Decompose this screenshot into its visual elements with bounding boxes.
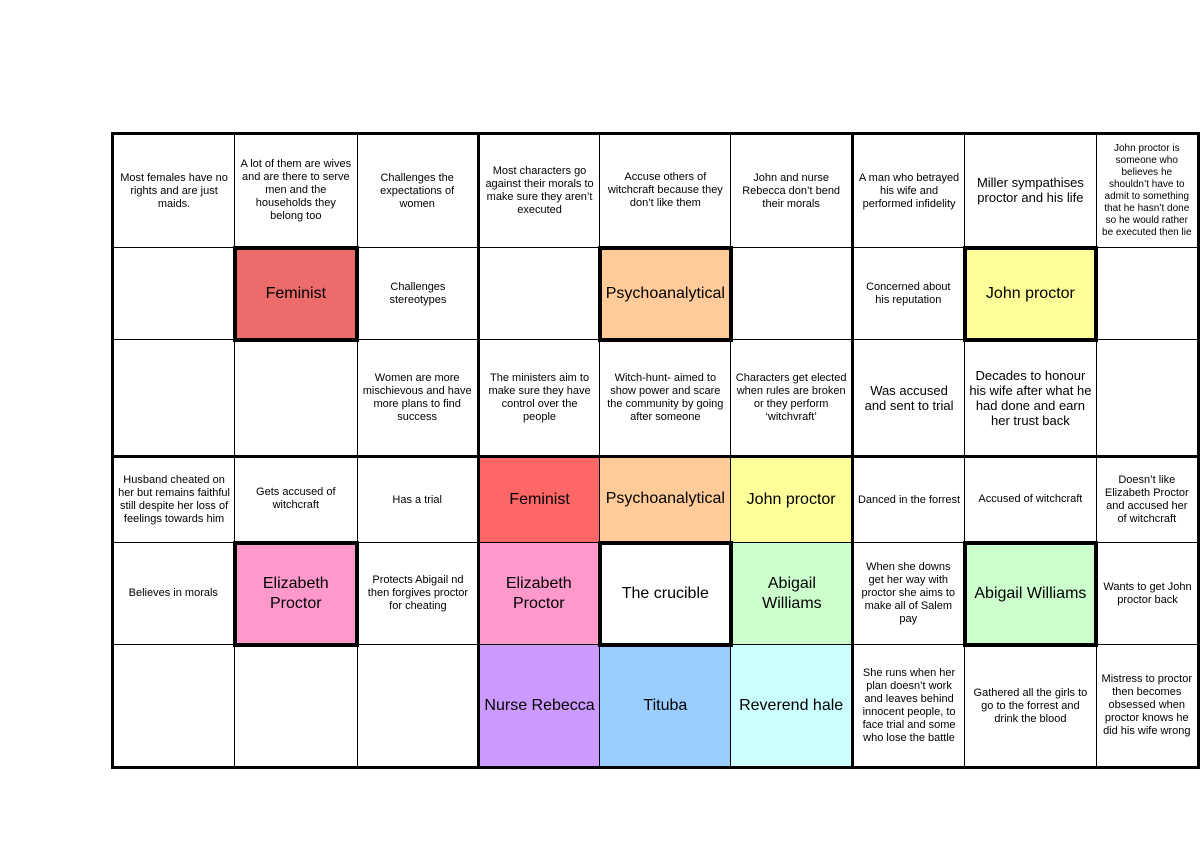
grid-cell: Husband cheated on her but remains faith… (110, 456, 236, 543)
grid-cell: Believes in morals (110, 542, 236, 645)
grid-cell: Wants to get John proctor back (1095, 542, 1200, 645)
center-hub-feminist: Feminist (477, 456, 601, 543)
grid-cell: Danced in the forrest (851, 456, 966, 543)
theme-heading-elizabeth-proctor: Elizabeth Proctor (232, 540, 360, 647)
grid-cell: Women are more mischievous and have more… (356, 339, 480, 458)
grid-cell: Doesn’t like Elizabeth Proctor and accus… (1095, 456, 1200, 543)
grid-cell: Accuse others of witchcraft because they… (599, 132, 732, 248)
empty-cell (1095, 247, 1200, 340)
empty-cell (110, 339, 236, 458)
grid-cell: John proctor is someone who believes he … (1095, 132, 1200, 248)
empty-cell (234, 339, 358, 458)
grid-cell: A man who betrayed his wife and performe… (851, 132, 966, 248)
grid-cell: Has a trial (356, 456, 480, 543)
empty-cell (1095, 339, 1200, 458)
grid-cell: A lot of them are wives and are there to… (234, 132, 358, 248)
empty-cell (477, 247, 601, 340)
grid-cell: The ministers aim to make sure they have… (477, 339, 601, 458)
grid-cell: Witch-hunt- aimed to show power and scar… (599, 339, 732, 458)
center-hub-reverend-hale: Reverend hale (730, 644, 854, 769)
grid-cell: Gets accused of witchcraft (234, 456, 358, 543)
center-hub-tituba: Tituba (599, 644, 732, 769)
center-hub-elizabeth-proctor: Elizabeth Proctor (477, 542, 601, 645)
grid-cell: Gathered all the girls to go to the forr… (964, 644, 1097, 769)
grid-cell: John and nurse Rebecca don’t bend their … (730, 132, 854, 248)
grid-cell: Miller sympathises proctor and his life (964, 132, 1097, 248)
grid-cell: Most females have no rights and are just… (110, 132, 236, 248)
center-hub-psychoanalytical: Psychoanalytical (599, 456, 732, 543)
grid-cell: Accused of witchcraft (964, 456, 1097, 543)
center-hub-abigail-williams: Abigail Williams (730, 542, 854, 645)
grid-cell: Challenges the expectations of women (356, 132, 480, 248)
grid-cell: Mistress to proctor then becomes obsesse… (1095, 644, 1200, 769)
theme-heading-abigail-williams: Abigail Williams (962, 540, 1099, 647)
empty-cell (356, 644, 480, 769)
grid-cell: Was accused and sent to trial (851, 339, 966, 458)
grid-cell: Challenges stereotypes (356, 247, 480, 340)
grid-cell: Most characters go against their morals … (477, 132, 601, 248)
grid-cell: Concerned about his reputation (851, 247, 966, 340)
empty-cell (110, 247, 236, 340)
lotus-diagram-grid: Most females have no rights and are just… (110, 132, 1200, 769)
center-hub-nurse-rebecca: Nurse Rebecca (477, 644, 601, 769)
empty-cell (234, 644, 358, 769)
theme-heading-feminist: Feminist (232, 245, 360, 342)
grid-cell: Characters get elected when rules are br… (730, 339, 854, 458)
grid-cell: Decades to honour his wife after what he… (964, 339, 1097, 458)
center-hub-john-proctor: John proctor (730, 456, 854, 543)
empty-cell (730, 247, 854, 340)
empty-cell (110, 644, 236, 769)
grid-cell: When she downs get her way with proctor … (851, 542, 966, 645)
theme-heading-the-crucible: The crucible (597, 540, 733, 647)
grid-cell: Protects Abigail nd then forgives procto… (356, 542, 480, 645)
theme-heading-psychoanalytical: Psychoanalytical (597, 245, 733, 342)
grid-cell: She runs when her plan doesn’t work and … (851, 644, 966, 769)
theme-heading-john-proctor: John proctor (962, 245, 1099, 342)
